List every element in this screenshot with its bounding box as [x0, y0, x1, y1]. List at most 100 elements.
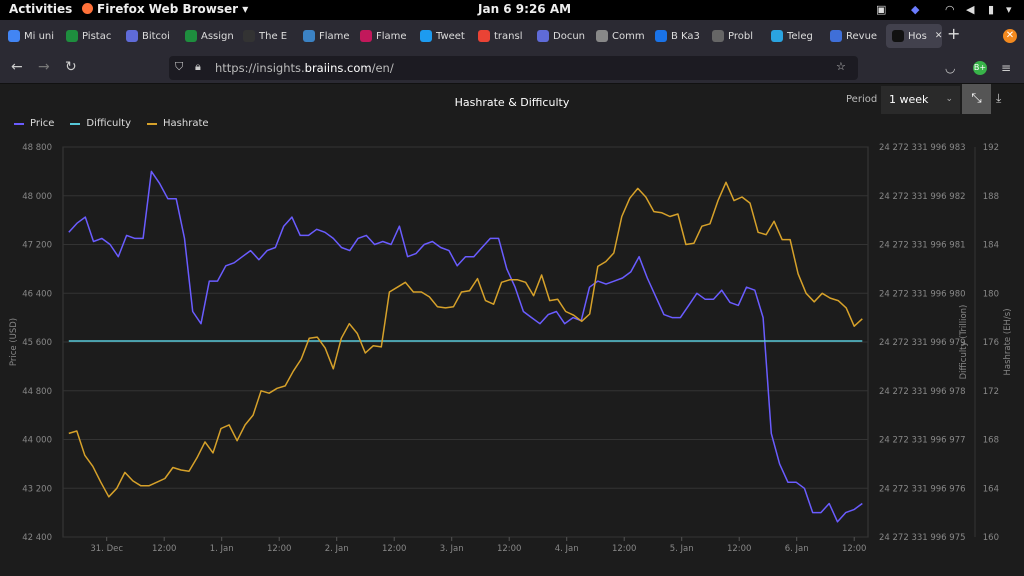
download-icon[interactable]: ⤓ — [996, 91, 1002, 105]
menu-icon[interactable]: ≡ — [1001, 61, 1012, 75]
tab-label: transl — [494, 30, 523, 42]
tab-7[interactable]: Tweet — [420, 24, 472, 48]
extension-tray-icon[interactable]: ◆ — [911, 3, 920, 16]
legend-label-price: Price — [30, 118, 55, 129]
tab-label: Tweet — [436, 30, 465, 42]
series-line-hashrate — [68, 181, 863, 498]
tab-4[interactable]: The E — [243, 24, 295, 48]
y-right-tick-label: 168 — [983, 436, 999, 446]
forward-arrow-icon[interactable]: → — [38, 59, 50, 75]
clock[interactable]: Jan 6 9:26 AM — [478, 2, 572, 16]
tab-8[interactable]: transl — [478, 24, 530, 48]
y-mid-tick-label: 24 272 331 996 983 — [879, 143, 966, 153]
extension-icon[interactable]: ✕ — [1003, 29, 1017, 43]
tab-13[interactable]: Teleg — [771, 24, 823, 48]
x-tick-label: 12:00 — [267, 544, 292, 554]
lock-icon[interactable]: 🔒︎ — [195, 60, 201, 73]
tab-favicon-icon — [243, 30, 255, 42]
y-mid-tick-label: 24 272 331 996 981 — [879, 241, 966, 251]
shield-icon[interactable]: ⛉ — [175, 60, 184, 73]
address-bar[interactable]: ⛉ 🔒︎ https://insights.braiins.com/en/ ☆ — [169, 56, 858, 80]
account-badge-icon[interactable]: B+ — [973, 61, 987, 75]
url-text[interactable]: https://insights.braiins.com/en/ — [215, 61, 394, 75]
battery-icon[interactable]: ▮ — [988, 3, 995, 16]
chevron-down-icon[interactable]: ▾ — [1006, 3, 1012, 16]
y-mid-tick-label: 24 272 331 996 980 — [879, 289, 966, 299]
close-tab-icon[interactable]: ✕ — [934, 31, 942, 41]
legend-item-difficulty[interactable]: Difficulty — [70, 118, 131, 129]
tab-label: Probl — [728, 30, 753, 42]
tab-3[interactable]: Assign — [185, 24, 237, 48]
tab-15[interactable]: Hos ✕ — [886, 24, 942, 48]
tab-favicon-icon — [655, 30, 667, 42]
pocket-icon[interactable]: ◡ — [945, 61, 956, 75]
x-tick-label: 3. Jan — [440, 544, 464, 554]
volume-icon[interactable]: ◀ — [966, 3, 975, 16]
app-menu[interactable]: Firefox Web Browser ▾ — [82, 2, 248, 16]
tab-5[interactable]: Flame — [303, 24, 355, 48]
x-tick-label: 12:00 — [842, 544, 867, 554]
y-mid-tick-label: 24 272 331 996 975 — [879, 533, 966, 543]
bookmark-star-icon[interactable]: ☆ — [836, 60, 846, 73]
url-host: braiins.com — [304, 61, 372, 75]
y-right-tick-label: 192 — [983, 143, 999, 153]
y-left-tick-label: 47 200 — [22, 241, 52, 251]
tab-12[interactable]: Probl — [712, 24, 764, 48]
tab-2[interactable]: Bitcoi — [126, 24, 178, 48]
system-top-bar: Activities Firefox Web Browser ▾ Jan 6 9… — [0, 0, 1024, 20]
tab-9[interactable]: Docun — [537, 24, 589, 48]
x-tick-label: 2. Jan — [325, 544, 349, 554]
tab-favicon-icon — [66, 30, 78, 42]
tab-favicon-icon — [303, 30, 315, 42]
period-select[interactable]: 1 week ⌄ — [881, 86, 960, 114]
legend-item-hashrate[interactable]: Hashrate — [147, 118, 209, 129]
tab-label: Flame — [319, 30, 350, 42]
tab-10[interactable]: Comm — [596, 24, 648, 48]
url-path: /en/ — [371, 61, 394, 75]
y-left-tick-label: 42 400 — [22, 533, 52, 543]
screen-share-icon[interactable]: ▣ — [876, 3, 887, 16]
tab-label: Flame — [376, 30, 407, 42]
tab-1[interactable]: Pistac — [66, 24, 118, 48]
y-left-tick-label: 46 400 — [22, 289, 52, 299]
tab-6[interactable]: Flame — [360, 24, 412, 48]
y-right-tick-label: 184 — [983, 241, 999, 251]
tab-label: Bitcoi — [142, 30, 170, 42]
period-label: Period — [846, 94, 878, 105]
zoom-reset-button[interactable]: ⤡ — [962, 84, 991, 114]
tab-0[interactable]: Mi uni — [8, 24, 60, 48]
chart-title: Hashrate & Difficulty — [454, 96, 570, 109]
reload-icon[interactable]: ↻ — [65, 59, 77, 75]
tab-label: Hos — [908, 30, 927, 42]
activities-button[interactable]: Activities — [9, 2, 73, 16]
x-tick-label: 12:00 — [382, 544, 407, 554]
y-left-tick-label: 44 800 — [22, 387, 52, 397]
legend-swatch-difficulty — [70, 122, 81, 125]
tab-favicon-icon — [360, 30, 372, 42]
new-tab-button[interactable]: + — [947, 24, 961, 43]
x-tick-label: 12:00 — [612, 544, 637, 554]
legend-swatch-hashrate — [147, 122, 158, 125]
y-left-tick-label: 48 800 — [22, 143, 52, 153]
x-tick-label: 1. Jan — [210, 544, 234, 554]
app-menu-label: Firefox Web Browser — [97, 2, 239, 16]
tab-11[interactable]: B Ka3 — [655, 24, 707, 48]
chart-legend: Price Difficulty Hashrate — [14, 118, 225, 129]
tab-favicon-icon — [420, 30, 432, 42]
x-tick-label: 31. Dec — [90, 544, 123, 554]
tab-label: Pistac — [82, 30, 112, 42]
y-mid-tick-label: 24 272 331 996 978 — [879, 387, 966, 397]
tab-favicon-icon — [892, 30, 904, 42]
tab-label: B Ka3 — [671, 30, 700, 42]
legend-item-price[interactable]: Price — [14, 118, 54, 129]
y-mid-axis-title: Difficulty (Trillion) — [959, 305, 969, 380]
tab-label: The E — [259, 30, 288, 42]
compress-arrows-icon: ⤡ — [971, 91, 982, 106]
series-line-price — [68, 170, 863, 523]
tab-favicon-icon — [771, 30, 783, 42]
tab-14[interactable]: Revue — [830, 24, 882, 48]
wifi-icon[interactable]: ◠ — [945, 3, 955, 16]
x-tick-label: 12:00 — [497, 544, 522, 554]
back-arrow-icon[interactable]: ← — [11, 59, 23, 75]
